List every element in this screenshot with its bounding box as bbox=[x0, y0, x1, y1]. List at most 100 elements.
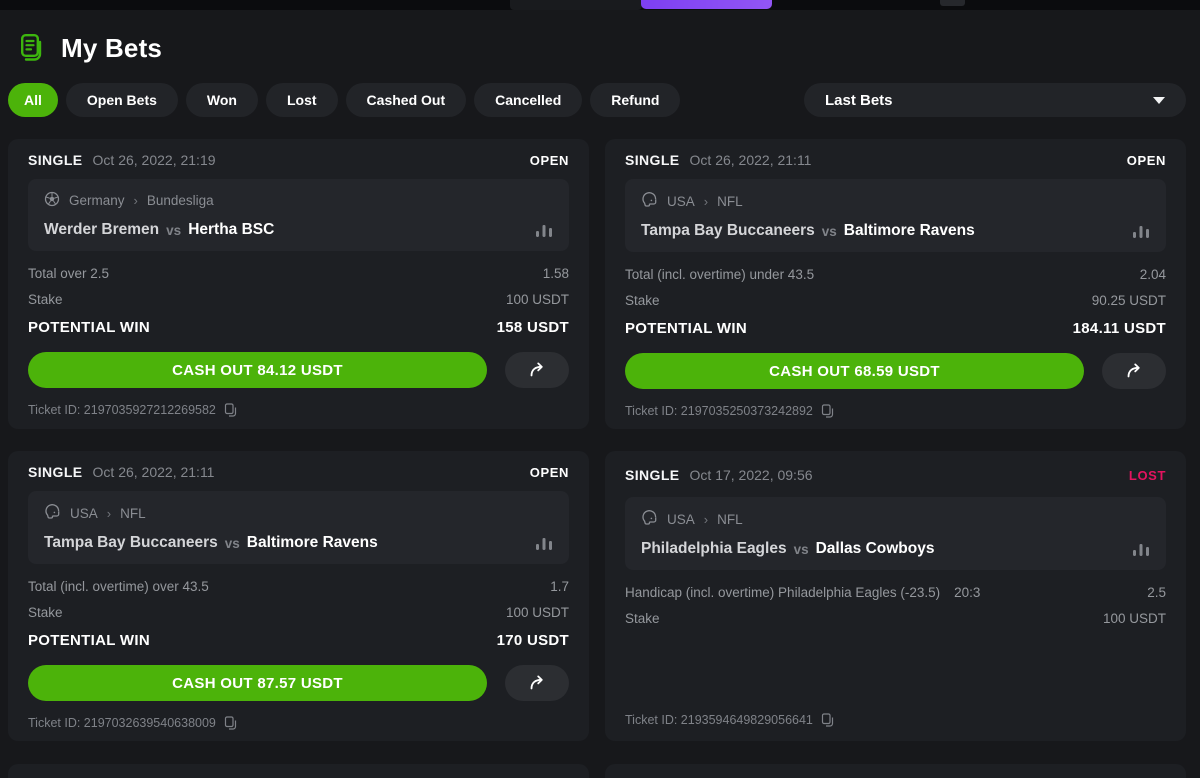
card-spacer bbox=[625, 631, 1166, 698]
match-panel: USA › NFL Tampa Bay Buccaneers vs Baltim… bbox=[625, 179, 1166, 252]
breadcrumb-separator: › bbox=[133, 193, 138, 208]
filter-cashed-out[interactable]: Cashed Out bbox=[345, 83, 467, 117]
odds-value: 1.58 bbox=[542, 265, 569, 281]
cashout-button[interactable]: CASH OUT 87.57 USDT bbox=[28, 665, 487, 701]
vs-label: vs bbox=[224, 535, 240, 551]
away-team: Baltimore Ravens bbox=[246, 534, 378, 551]
share-arrow-icon bbox=[527, 360, 547, 381]
stake-label: Stake bbox=[28, 291, 63, 307]
top-nav-strip bbox=[0, 0, 1200, 10]
status-badge: OPEN bbox=[1126, 152, 1166, 168]
filter-cancelled[interactable]: Cancelled bbox=[474, 83, 583, 117]
top-nav-mini-button[interactable] bbox=[940, 0, 965, 6]
cashout-button[interactable]: CASH OUT 68.59 USDT bbox=[625, 353, 1084, 389]
league-label: Bundesliga bbox=[146, 193, 214, 208]
share-bet-button[interactable] bbox=[1102, 353, 1166, 389]
copy-icon[interactable] bbox=[821, 713, 835, 727]
filter-won[interactable]: Won bbox=[185, 83, 258, 117]
ticket-id: Ticket ID: 2197035250373242892 bbox=[625, 404, 813, 418]
bets-grid: SINGLE Oct 26, 2022, 21:19 OPEN Germany … bbox=[8, 139, 1186, 741]
share-bet-button[interactable] bbox=[505, 665, 569, 701]
copy-icon[interactable] bbox=[821, 404, 835, 418]
league-label: NFL bbox=[717, 511, 743, 527]
american-football-helmet-icon bbox=[641, 509, 658, 529]
filter-all[interactable]: All bbox=[8, 83, 58, 117]
vs-label: vs bbox=[821, 223, 837, 239]
stake-label: Stake bbox=[625, 292, 660, 308]
match-stats-icon[interactable] bbox=[535, 536, 553, 550]
filters-row: All Open Bets Won Lost Cashed Out Cancel… bbox=[8, 83, 1186, 117]
match-stats-icon[interactable] bbox=[1132, 542, 1150, 556]
card-actions: CASH OUT 84.12 USDT bbox=[28, 352, 569, 388]
bet-card-header: SINGLE Oct 26, 2022, 21:11 OPEN bbox=[28, 464, 569, 480]
filter-open-bets[interactable]: Open Bets bbox=[65, 83, 178, 117]
match-stats-icon[interactable] bbox=[1132, 224, 1150, 238]
cashout-button[interactable]: CASH OUT 84.12 USDT bbox=[28, 352, 487, 388]
soccer-ball-icon bbox=[44, 191, 60, 210]
bet-details: Handicap (incl. overtime) Philadelphia E… bbox=[625, 579, 1166, 631]
selection-label: Total (incl. overtime) over 43.5 bbox=[28, 578, 209, 594]
bet-date: Oct 26, 2022, 21:19 bbox=[92, 152, 216, 168]
potential-win-row: POTENTIAL WIN 158 USDT bbox=[28, 314, 569, 340]
stake-row: Stake 100 USDT bbox=[28, 599, 569, 625]
bets-receipt-icon bbox=[15, 31, 49, 65]
ticket-row: Ticket ID: 2193594649829056641 bbox=[625, 713, 1166, 727]
copy-icon[interactable] bbox=[224, 716, 238, 730]
copy-icon[interactable] bbox=[224, 403, 238, 417]
top-nav-active-button[interactable] bbox=[641, 0, 772, 9]
away-team: Hertha BSC bbox=[188, 221, 275, 238]
bet-card-partial bbox=[605, 764, 1186, 778]
home-team: Tampa Bay Buccaneers bbox=[641, 222, 815, 239]
american-football-helmet-icon bbox=[641, 191, 658, 211]
top-nav-tab[interactable] bbox=[510, 0, 642, 10]
odds-value: 1.7 bbox=[550, 578, 569, 594]
match-score: 20:3 bbox=[954, 584, 981, 600]
card-actions: CASH OUT 68.59 USDT bbox=[625, 353, 1166, 389]
page-header: My Bets bbox=[0, 10, 1200, 66]
stake-value: 90.25 USDT bbox=[1091, 292, 1166, 308]
match-stats-icon[interactable] bbox=[535, 223, 553, 237]
league-breadcrumb: USA › NFL bbox=[641, 509, 1150, 529]
potential-win-row: POTENTIAL WIN 170 USDT bbox=[28, 627, 569, 653]
sort-select[interactable]: Last Bets bbox=[804, 83, 1186, 117]
region-label: USA bbox=[667, 193, 695, 209]
bet-card: SINGLE Oct 17, 2022, 09:56 LOST USA › NF… bbox=[605, 451, 1186, 741]
bet-card: SINGLE Oct 26, 2022, 21:11 OPEN USA › NF… bbox=[605, 139, 1186, 429]
filter-refund[interactable]: Refund bbox=[590, 83, 681, 117]
match-name: Werder Bremen vs Hertha BSC bbox=[44, 221, 553, 239]
odds-value: 2.5 bbox=[1147, 584, 1166, 600]
bet-details: Total (incl. overtime) over 43.5 1.7 Sta… bbox=[28, 573, 569, 653]
breadcrumb-separator: › bbox=[703, 511, 709, 527]
bet-card: SINGLE Oct 26, 2022, 21:19 OPEN Germany … bbox=[8, 139, 589, 429]
ticket-id: Ticket ID: 2193594649829056641 bbox=[625, 713, 813, 727]
status-badge: LOST bbox=[1128, 467, 1166, 483]
bet-type: SINGLE bbox=[625, 152, 680, 168]
match-name: Philadelphia Eagles vs Dallas Cowboys bbox=[641, 540, 1150, 558]
ticket-id: Ticket ID: 2197035927212269582 bbox=[28, 403, 216, 417]
potential-win-value: 170 USDT bbox=[496, 631, 569, 649]
region-label: Germany bbox=[69, 193, 125, 208]
selection-label: Total (incl. overtime) under 43.5 bbox=[625, 266, 815, 282]
filter-lost[interactable]: Lost bbox=[265, 83, 338, 117]
share-bet-button[interactable] bbox=[505, 352, 569, 388]
chevron-down-icon bbox=[1153, 96, 1165, 104]
potential-win-label: POTENTIAL WIN bbox=[28, 631, 150, 649]
bet-card: SINGLE Oct 26, 2022, 21:11 OPEN USA › NF… bbox=[8, 451, 589, 741]
vs-label: vs bbox=[793, 541, 809, 557]
selection-row: Handicap (incl. overtime) Philadelphia E… bbox=[625, 579, 1166, 605]
away-team: Baltimore Ravens bbox=[843, 222, 975, 239]
league-breadcrumb: USA › NFL bbox=[641, 191, 1150, 211]
selection-label: Total over 2.5 bbox=[28, 265, 110, 281]
bet-type: SINGLE bbox=[28, 464, 83, 480]
bet-date: Oct 26, 2022, 21:11 bbox=[92, 464, 215, 480]
away-team: Dallas Cowboys bbox=[815, 540, 935, 557]
share-arrow-icon bbox=[1124, 361, 1144, 382]
bet-date: Oct 17, 2022, 09:56 bbox=[689, 467, 813, 483]
ticket-row: Ticket ID: 2197035250373242892 bbox=[625, 404, 1166, 418]
vs-label: vs bbox=[166, 222, 182, 238]
bet-card-header: SINGLE Oct 26, 2022, 21:11 OPEN bbox=[625, 152, 1166, 168]
bet-type: SINGLE bbox=[28, 152, 83, 168]
match-panel: USA › NFL Tampa Bay Buccaneers vs Baltim… bbox=[28, 491, 569, 564]
bet-card-header: SINGLE Oct 17, 2022, 09:56 LOST bbox=[625, 464, 1166, 486]
bet-details: Total (incl. overtime) under 43.5 2.04 S… bbox=[625, 261, 1166, 341]
